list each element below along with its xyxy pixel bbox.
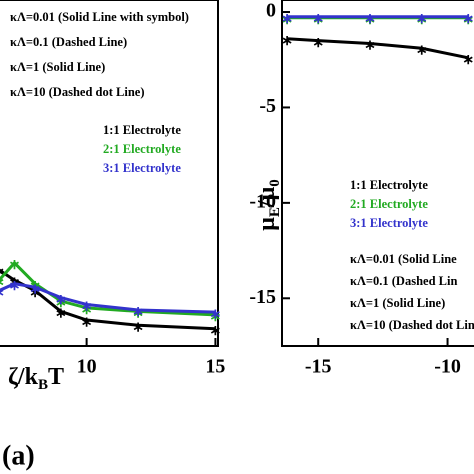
annotation: κΛ=0.01 (Solid Line with symbol) bbox=[10, 10, 189, 24]
point-marker: ∗ bbox=[416, 13, 428, 28]
series-line bbox=[287, 37, 469, 60]
point-marker: ∗ bbox=[210, 310, 222, 325]
panel-label: (a) bbox=[2, 440, 35, 471]
point-marker: ∗ bbox=[462, 12, 474, 27]
x-tick-label: -10 bbox=[434, 356, 461, 378]
y-tick-label: -5 bbox=[259, 95, 276, 117]
series-line bbox=[0, 268, 216, 331]
legend-entry: 3:1 Electrolyte bbox=[103, 161, 181, 175]
legend-entry: 2:1 Electrolyte bbox=[350, 197, 428, 211]
y-axis-label-part: μ bbox=[254, 217, 280, 231]
point-marker: ∗ bbox=[364, 39, 376, 54]
legend-entry: 3:1 Electrolyte bbox=[350, 216, 428, 230]
legend-entry: 1:1 Electrolyte bbox=[350, 178, 428, 192]
point-marker: ∗ bbox=[81, 300, 93, 315]
annotation: κΛ=0.01 (Solid Line bbox=[350, 252, 457, 266]
point-marker: ∗ bbox=[210, 307, 222, 322]
annotation: κΛ=0.1 (Dashed Line) bbox=[10, 35, 127, 49]
x-tick-label: -15 bbox=[305, 356, 332, 378]
x-tick-label: 10 bbox=[77, 356, 97, 378]
y-axis-label: μE/μ0 bbox=[254, 179, 284, 230]
point-marker: ∗ bbox=[312, 36, 324, 51]
y-tick-label: -15 bbox=[249, 286, 276, 308]
point-marker: ∗ bbox=[462, 53, 474, 68]
point-marker: ∗ bbox=[364, 13, 376, 28]
y-tick-label: 0 bbox=[266, 0, 276, 22]
annotation: κΛ=10 (Dashed dot Line) bbox=[10, 85, 145, 99]
x-axis-label-part: T bbox=[48, 364, 64, 390]
legend-entry: 2:1 Electrolyte bbox=[103, 142, 181, 156]
point-marker: ∗ bbox=[364, 12, 376, 27]
point-marker: ∗ bbox=[0, 286, 5, 301]
point-marker: ∗ bbox=[312, 12, 324, 27]
point-marker: ∗ bbox=[210, 324, 222, 339]
plot-frame bbox=[281, 0, 474, 347]
plot-frame bbox=[0, 0, 219, 347]
point-marker: ∗ bbox=[416, 12, 428, 27]
series-line bbox=[0, 282, 216, 314]
legend-entry: 1:1 Electrolyte bbox=[103, 123, 181, 137]
annotation: κΛ=10 (Dashed dot Line bbox=[350, 318, 474, 332]
x-axis-label-part: ζ/k bbox=[8, 364, 39, 390]
annotation: κΛ=0.1 (Dashed Lin bbox=[350, 274, 457, 288]
point-marker: ∗ bbox=[416, 44, 428, 59]
point-marker: ∗ bbox=[312, 13, 324, 28]
point-marker: ∗ bbox=[0, 265, 5, 280]
y-axis-label-part: 0 bbox=[267, 179, 283, 187]
point-marker: ∗ bbox=[0, 275, 5, 290]
point-marker: ∗ bbox=[81, 315, 93, 330]
point-marker: ∗ bbox=[55, 307, 67, 322]
annotation: κΛ=1 (Solid Line) bbox=[350, 296, 445, 310]
point-marker: ∗ bbox=[29, 286, 41, 301]
point-marker: ∗ bbox=[281, 13, 293, 28]
point-marker: ∗ bbox=[281, 34, 293, 49]
x-axis-label: ζ/kBT bbox=[8, 364, 64, 394]
point-marker: ∗ bbox=[55, 293, 67, 308]
annotation: κΛ=1 (Solid Line) bbox=[10, 60, 105, 74]
point-marker: ∗ bbox=[55, 296, 67, 311]
point-marker: ∗ bbox=[29, 282, 41, 297]
x-tick-label: 15 bbox=[205, 356, 225, 378]
point-marker: ∗ bbox=[81, 303, 93, 318]
point-marker: ∗ bbox=[9, 258, 21, 273]
point-marker: ∗ bbox=[281, 12, 293, 27]
y-axis-label-part: /μ bbox=[254, 186, 280, 208]
point-marker: ∗ bbox=[132, 307, 144, 322]
point-marker: ∗ bbox=[132, 305, 144, 320]
y-axis-label-part: E bbox=[267, 207, 283, 217]
x-axis-label-part: B bbox=[38, 377, 48, 393]
y-tick-label: -10 bbox=[249, 190, 276, 212]
point-marker: ∗ bbox=[462, 13, 474, 28]
point-marker: ∗ bbox=[9, 279, 21, 294]
point-marker: ∗ bbox=[132, 320, 144, 335]
